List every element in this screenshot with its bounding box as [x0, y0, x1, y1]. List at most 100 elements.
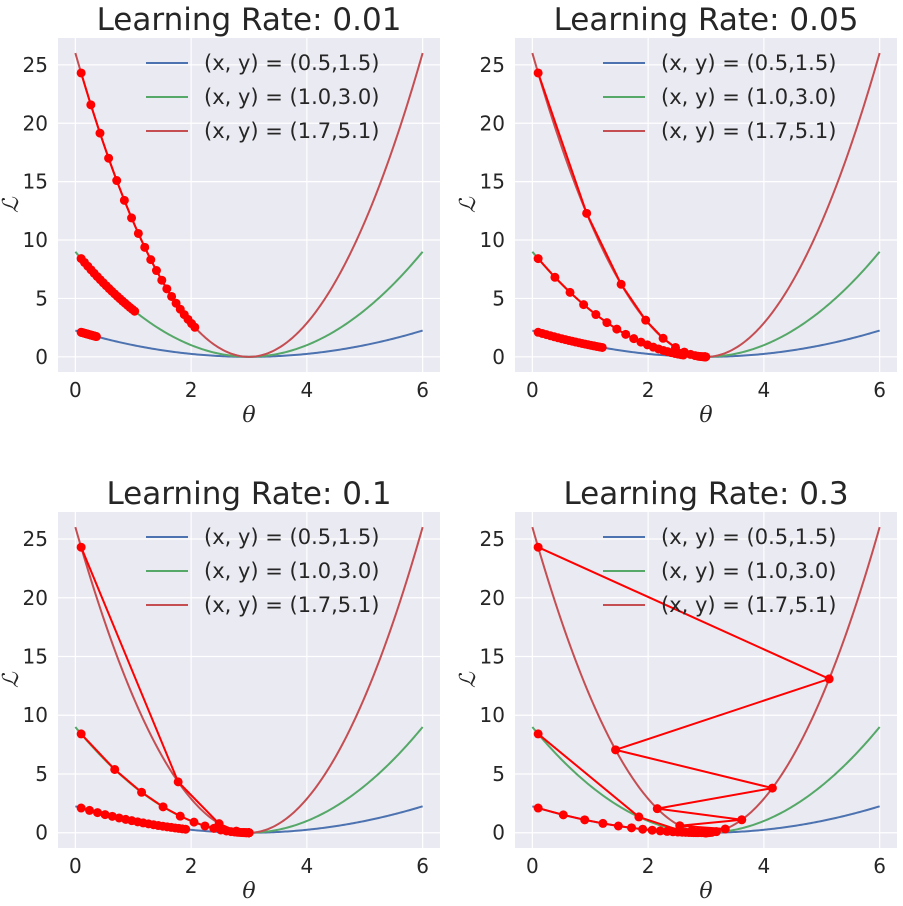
- x-tick-label: 2: [185, 854, 198, 878]
- descent-point: [613, 821, 623, 831]
- x-tick-label: 4: [301, 378, 314, 402]
- plot-area: [515, 38, 897, 372]
- descent-point: [675, 821, 685, 831]
- x-tick-label: 0: [526, 378, 539, 402]
- descent-point: [602, 318, 612, 328]
- descent-point: [565, 287, 575, 297]
- descent-point: [579, 300, 589, 310]
- descent-point: [638, 824, 648, 834]
- descent-point: [158, 802, 168, 812]
- y-tick-label: 5: [35, 762, 48, 786]
- x-axis-label: θ: [242, 879, 255, 904]
- descent-point: [612, 324, 622, 334]
- y-tick-label: 0: [492, 821, 505, 845]
- plot-area: [58, 512, 440, 848]
- y-tick-label: 5: [35, 286, 48, 310]
- x-axis-label: θ: [242, 403, 255, 428]
- descent-point: [137, 787, 147, 797]
- descent-point: [119, 195, 129, 205]
- y-tick-label: 10: [23, 703, 48, 727]
- x-tick-label: 4: [758, 378, 771, 402]
- y-tick-label: 25: [23, 53, 48, 77]
- y-tick-label: 20: [23, 586, 48, 610]
- descent-point: [671, 342, 680, 352]
- descent-point: [580, 815, 590, 825]
- legend-label: (x, y) = (1.7,5.1): [204, 593, 379, 617]
- plot-area: [58, 38, 440, 372]
- x-tick-label: 6: [873, 854, 886, 878]
- descent-point: [582, 208, 592, 218]
- y-tick-label: 0: [35, 821, 48, 845]
- y-tick-label: 15: [480, 170, 505, 194]
- chart-title: Learning Rate: 0.05: [554, 2, 859, 38]
- x-tick-label: 2: [642, 378, 655, 402]
- descent-point: [641, 315, 651, 325]
- descent-point: [611, 745, 621, 755]
- y-axis-label: ℒ: [0, 196, 24, 213]
- descent-point: [652, 804, 662, 814]
- descent-point: [598, 818, 608, 828]
- x-axis-label: θ: [699, 403, 712, 428]
- descent-point: [767, 783, 777, 793]
- y-tick-label: 0: [35, 345, 48, 369]
- chart-panel-1: 0 2 4 6 0 5 10 15 20 25 Learning Rate: 0.01 θ ℒ (x, y…: [0, 2, 440, 428]
- descent-point: [76, 68, 86, 78]
- x-tick-label: 0: [526, 854, 539, 878]
- legend-label: (x, y) = (1.7,5.1): [204, 119, 379, 143]
- y-tick-label: 20: [23, 111, 48, 135]
- descent-point: [200, 821, 210, 831]
- legend-label: (x, y) = (1.0,3.0): [204, 559, 379, 583]
- x-tick-label: 0: [69, 854, 82, 878]
- descent-point: [95, 128, 105, 138]
- descent-point: [533, 729, 543, 739]
- descent-point: [533, 254, 543, 264]
- legend-label: (x, y) = (0.5,1.5): [661, 525, 836, 549]
- descent-point: [76, 803, 86, 813]
- x-tick-label: 4: [301, 854, 314, 878]
- descent-point: [533, 542, 543, 552]
- descent-point: [824, 674, 834, 684]
- legend-label: (x, y) = (0.5,1.5): [661, 51, 836, 75]
- descent-point: [558, 810, 568, 820]
- descent-point: [104, 153, 114, 163]
- descent-point: [86, 100, 96, 110]
- descent-point: [130, 306, 140, 316]
- legend-label: (x, y) = (0.5,1.5): [204, 51, 379, 75]
- descent-point: [737, 815, 747, 825]
- x-tick-label: 2: [185, 378, 198, 402]
- descent-point: [591, 310, 601, 320]
- descent-point: [181, 824, 191, 834]
- descent-point: [175, 811, 185, 821]
- y-tick-label: 0: [492, 345, 505, 369]
- descent-point: [167, 291, 177, 301]
- legend-label: (x, y) = (1.7,5.1): [661, 119, 836, 143]
- y-axis-label: ℒ: [0, 671, 24, 688]
- legend-label: (x, y) = (1.0,3.0): [661, 559, 836, 583]
- y-tick-label: 10: [480, 703, 505, 727]
- legend-label: (x, y) = (1.7,5.1): [661, 593, 836, 617]
- descent-point: [76, 542, 86, 552]
- descent-point: [173, 777, 183, 787]
- descent-point: [701, 352, 711, 362]
- descent-point: [597, 342, 607, 352]
- x-axis-label: θ: [699, 879, 712, 904]
- descent-point: [112, 176, 122, 186]
- x-tick-label: 2: [642, 854, 655, 878]
- chart-title: Learning Rate: 0.3: [563, 476, 848, 512]
- legend: (x, y) = (0.5,1.5) (x, y) = (1.0,3.0) (x, …: [146, 525, 379, 617]
- descent-point: [133, 228, 143, 238]
- descent-point: [140, 242, 150, 252]
- chart-panel-4: 0 2 4 6 0 5 10 15 20 25 Learning Rate: 0.3 θ ℒ (x, y)…: [456, 476, 897, 904]
- y-tick-label: 25: [480, 527, 505, 551]
- legend-label: (x, y) = (1.0,3.0): [204, 85, 379, 109]
- descent-point: [616, 279, 626, 289]
- y-tick-label: 25: [23, 527, 48, 551]
- descent-point: [85, 805, 95, 815]
- descent-point: [533, 803, 543, 813]
- y-tick-label: 10: [23, 228, 48, 252]
- descent-point: [107, 811, 117, 821]
- descent-point: [162, 284, 172, 294]
- legend: (x, y) = (0.5,1.5) (x, y) = (1.0,3.0) (x, …: [603, 51, 836, 143]
- x-tick-label: 0: [69, 378, 82, 402]
- x-tick-label: 6: [416, 854, 429, 878]
